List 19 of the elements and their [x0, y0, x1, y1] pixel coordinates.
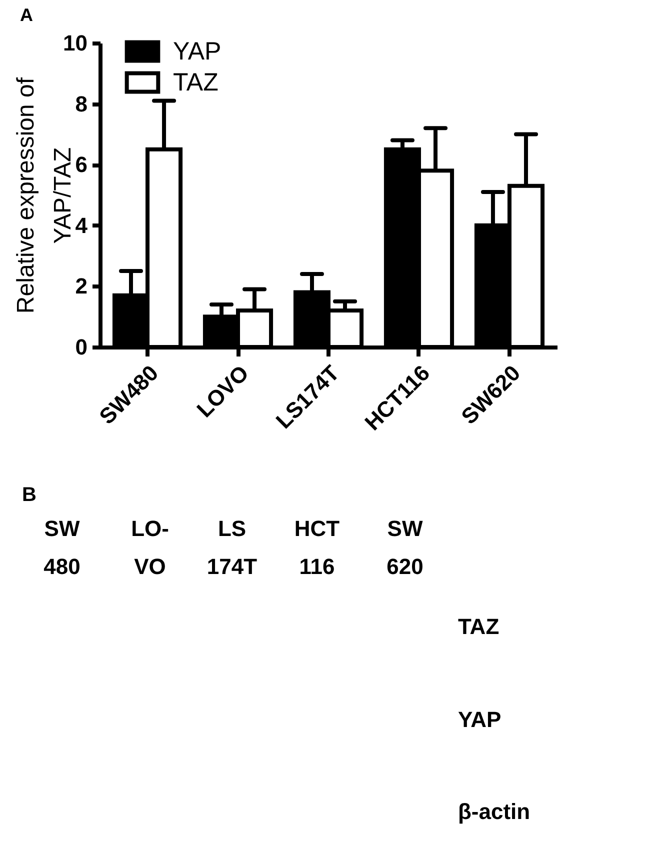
text: LO- VO: [131, 516, 169, 579]
text: B: [22, 484, 36, 506]
legend-label: YAP: [173, 38, 222, 66]
legend-label: TAZ: [173, 68, 218, 96]
text: YAP: [458, 707, 502, 732]
text: β-actin: [458, 799, 530, 824]
y-tick-label: 10: [63, 30, 88, 56]
y-tick-label: 4: [75, 212, 88, 238]
y-tick-label: 8: [75, 91, 88, 116]
text: SW 480: [44, 516, 80, 579]
text: TAZ: [458, 614, 500, 639]
text: SW 620: [386, 516, 424, 579]
y-axis-title: Relative expression of YAP/TAZ: [12, 77, 76, 314]
text: LS 174T: [206, 516, 258, 579]
text: HCT 116: [294, 516, 340, 579]
y-tick-label: 2: [75, 274, 88, 299]
y-tick-label: 0: [75, 334, 88, 360]
text: A: [20, 5, 33, 25]
y-tick-label: 6: [75, 152, 88, 178]
